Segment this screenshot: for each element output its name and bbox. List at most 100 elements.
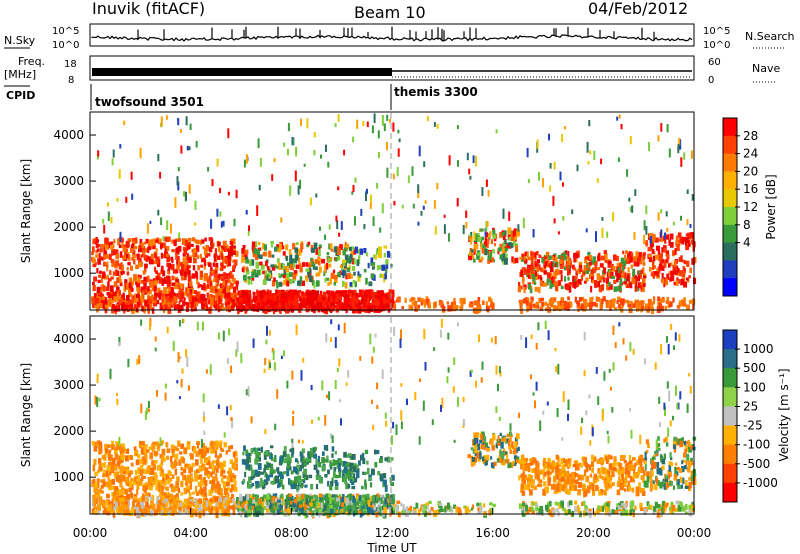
range-gate-cell: [616, 273, 621, 280]
range-gate-cell: [215, 304, 220, 310]
range-gate-cell: [277, 499, 281, 503]
range-gate-cell: [316, 280, 320, 287]
range-gate-cell: [157, 287, 161, 294]
range-gate-cell: [150, 477, 153, 483]
range-gate-cell: [209, 480, 213, 484]
range-gate-cell: [210, 266, 213, 271]
range-gate-cell: [226, 509, 230, 517]
range-gate-cell: [480, 228, 484, 232]
range-gate-cell: [122, 500, 126, 506]
range-gate-cell: [121, 491, 124, 496]
range-gate-cell: [583, 301, 586, 305]
range-gate-cell: [224, 279, 229, 283]
range-gate-cell: [282, 511, 285, 516]
range-gate-cell: [354, 301, 357, 306]
range-gate-cell: [131, 501, 135, 508]
range-gate-cell: [167, 478, 170, 485]
range-gate-cell: [420, 298, 424, 305]
range-gate-cell: [305, 275, 308, 281]
range-gate-cell: [365, 277, 368, 285]
range-gate-cell: [359, 505, 362, 511]
range-gate-cell: [572, 275, 575, 283]
range-gate-cell: [600, 158, 603, 165]
range-gate-cell: [640, 285, 644, 291]
range-gate-cell: [512, 240, 516, 246]
range-gate-cell: [194, 222, 197, 226]
range-gate-cell: [271, 254, 275, 258]
range-gate-cell: [310, 292, 314, 299]
range-gate-cell: [416, 304, 421, 309]
range-gate-cell: [665, 234, 670, 240]
range-gate-cell: [227, 279, 231, 284]
range-gate-cell: [244, 504, 247, 511]
range-gate-cell: [325, 144, 327, 152]
range-gate-cell: [115, 446, 119, 451]
range-gate-cell: [157, 209, 160, 216]
range-gate-cell: [223, 485, 226, 491]
range-gate-cell: [138, 248, 142, 253]
power-y-label: Slant Range [km]: [19, 159, 33, 263]
range-gate-cell: [104, 499, 109, 506]
range-gate-cell: [134, 469, 138, 476]
range-gate-cell: [271, 502, 275, 508]
range-gate-cell: [189, 295, 193, 303]
range-gate-cell: [97, 279, 101, 284]
range-gate-cell: [147, 294, 150, 299]
range-gate-cell: [95, 298, 100, 303]
range-gate-cell: [620, 257, 625, 264]
range-gate-cell: [269, 499, 272, 505]
range-gate-cell: [273, 307, 276, 315]
range-gate-cell: [186, 258, 189, 265]
range-gate-cell: [182, 502, 185, 507]
range-gate-cell: [560, 274, 563, 282]
range-gate-cell: [653, 271, 658, 275]
range-gate-cell: [189, 123, 192, 130]
range-gate-cell: [242, 245, 246, 249]
range-gate-cell: [631, 205, 634, 213]
range-gate-cell: [303, 298, 306, 305]
range-gate-cell: [666, 296, 670, 303]
range-gate-cell: [343, 149, 346, 156]
range-gate-cell: [620, 305, 624, 313]
range-gate-cell: [678, 137, 681, 146]
range-gate-cell: [329, 243, 333, 249]
range-gate-cell: [238, 301, 242, 309]
range-gate-cell: [351, 246, 355, 250]
range-gate-cell: [134, 498, 138, 503]
range-gate-cell: [116, 270, 120, 276]
range-gate-cell: [339, 295, 343, 301]
range-gate-cell: [642, 278, 646, 284]
range-gate-cell: [316, 509, 319, 516]
range-gate-cell: [481, 236, 485, 241]
range-gate-cell: [140, 242, 145, 249]
range-gate-cell: [299, 276, 303, 284]
range-gate-cell: [506, 243, 511, 249]
range-gate-cell: [270, 503, 273, 510]
range-gate-cell: [629, 251, 633, 259]
range-gate-cell: [186, 441, 191, 445]
range-gate-cell: [214, 451, 218, 458]
range-gate-cell: [610, 299, 613, 306]
range-gate-cell: [117, 502, 121, 507]
range-gate-cell: [275, 289, 278, 294]
range-gate-cell: [585, 277, 589, 282]
range-gate-cell: [200, 506, 203, 511]
range-gate-cell: [194, 272, 199, 278]
range-gate-cell: [278, 281, 283, 287]
range-gate-cell: [142, 505, 146, 512]
range-gate-cell: [291, 290, 294, 298]
range-gate-cell: [685, 241, 688, 246]
range-gate-cell: [126, 500, 131, 507]
range-gate-cell: [115, 260, 120, 267]
range-gate-cell: [532, 229, 535, 238]
range-gate-cell: [530, 256, 534, 264]
range-gate-cell: [137, 292, 140, 296]
range-gate-cell: [210, 499, 213, 505]
range-gate-cell: [91, 508, 95, 515]
range-gate-cell: [576, 280, 580, 287]
range-gate-cell: [187, 286, 191, 293]
range-gate-cell: [184, 508, 189, 514]
title-date: 04/Feb/2012: [588, 0, 688, 18]
range-gate-cell: [120, 303, 125, 310]
range-gate-cell: [153, 284, 157, 292]
